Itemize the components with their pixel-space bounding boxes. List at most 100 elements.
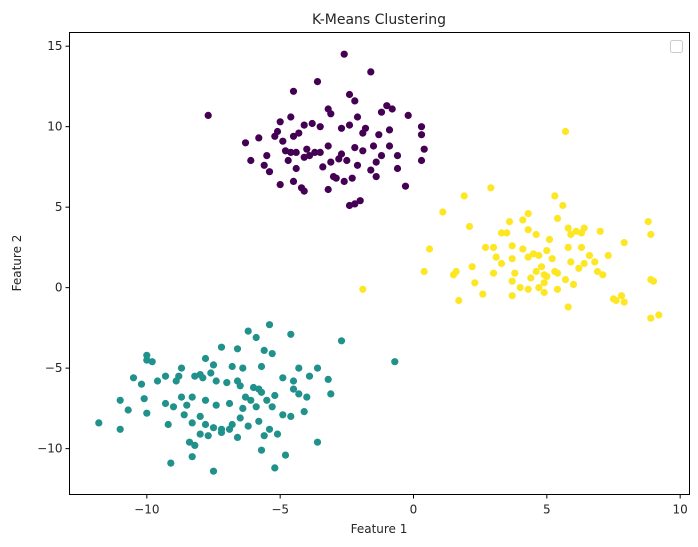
data-point — [337, 337, 346, 345]
data-point — [553, 285, 562, 293]
data-point — [340, 50, 348, 58]
data-point — [239, 364, 247, 372]
data-point — [537, 263, 546, 271]
data-point — [532, 267, 540, 276]
data-point — [329, 173, 338, 181]
data-point — [327, 390, 335, 398]
data-point — [276, 181, 284, 189]
data-point — [596, 227, 604, 235]
x-tick-label: 5 — [543, 503, 551, 517]
data-point — [497, 259, 506, 268]
data-point — [167, 459, 175, 467]
data-point — [263, 396, 271, 404]
data-point — [335, 155, 343, 163]
data-point — [385, 142, 394, 150]
data-point — [377, 108, 386, 116]
data-point — [233, 433, 242, 441]
data-point — [257, 446, 266, 454]
data-point — [281, 451, 290, 459]
data-point — [279, 137, 287, 145]
data-point — [377, 152, 386, 160]
data-point — [284, 156, 292, 165]
data-point — [503, 229, 511, 237]
data-point — [289, 377, 298, 385]
data-point — [169, 403, 178, 411]
data-point — [591, 258, 599, 266]
data-point — [516, 284, 524, 292]
data-point — [417, 156, 426, 165]
data-point — [196, 412, 204, 420]
data-point — [575, 264, 583, 272]
data-point — [324, 375, 332, 383]
data-point — [185, 438, 194, 446]
data-point — [217, 425, 226, 433]
data-point — [481, 243, 490, 251]
data-point — [524, 226, 532, 234]
data-point — [647, 314, 655, 322]
data-point — [519, 216, 527, 224]
data-point — [479, 290, 487, 298]
data-point — [287, 330, 295, 338]
data-point — [353, 113, 362, 121]
data-point — [313, 438, 322, 446]
data-point — [204, 111, 212, 119]
data-point — [236, 414, 244, 422]
data-point — [420, 145, 428, 153]
data-point — [401, 182, 410, 190]
data-point — [404, 111, 412, 119]
x-tick-label: −5 — [271, 503, 289, 517]
data-point — [292, 148, 300, 156]
data-point — [177, 364, 186, 372]
series-2 — [359, 127, 663, 322]
data-point — [356, 197, 364, 205]
data-point — [391, 358, 399, 366]
data-point — [225, 425, 234, 433]
data-point — [271, 464, 279, 472]
data-point — [308, 119, 316, 128]
data-point — [487, 184, 495, 192]
data-point — [199, 374, 207, 382]
y-tick-label: −10 — [37, 442, 62, 456]
legend-box — [670, 40, 683, 53]
data-point — [316, 123, 324, 131]
data-point — [161, 399, 170, 408]
data-point — [263, 152, 271, 160]
data-point — [351, 200, 359, 208]
data-point — [271, 391, 279, 400]
data-point — [612, 296, 620, 305]
data-point — [343, 156, 351, 165]
data-point — [561, 127, 570, 136]
data-point — [279, 374, 287, 382]
data-point — [183, 401, 191, 409]
data-point — [191, 372, 199, 380]
data-point — [300, 408, 308, 416]
data-point — [324, 142, 332, 150]
data-point — [233, 345, 242, 353]
data-point — [268, 350, 276, 358]
data-point — [351, 97, 359, 105]
data-point — [204, 432, 212, 440]
data-point — [148, 358, 156, 366]
data-point — [143, 356, 151, 364]
data-point — [543, 247, 551, 255]
data-point — [95, 419, 103, 427]
data-point — [551, 192, 559, 200]
data-point — [276, 118, 284, 126]
y-tick-label: 0 — [55, 281, 63, 295]
data-point — [647, 230, 655, 239]
data-point — [564, 224, 572, 232]
y-tick-label: 10 — [47, 120, 62, 134]
data-point — [300, 121, 308, 129]
data-point — [417, 123, 426, 131]
data-point — [295, 364, 303, 372]
data-point — [313, 78, 322, 86]
data-point — [292, 164, 300, 173]
data-point — [255, 417, 263, 425]
data-point — [212, 377, 220, 385]
data-point — [567, 258, 575, 266]
data-point — [497, 229, 506, 237]
data-point — [124, 406, 132, 414]
data-point — [455, 296, 463, 305]
data-point — [191, 441, 199, 449]
data-point — [593, 267, 602, 276]
